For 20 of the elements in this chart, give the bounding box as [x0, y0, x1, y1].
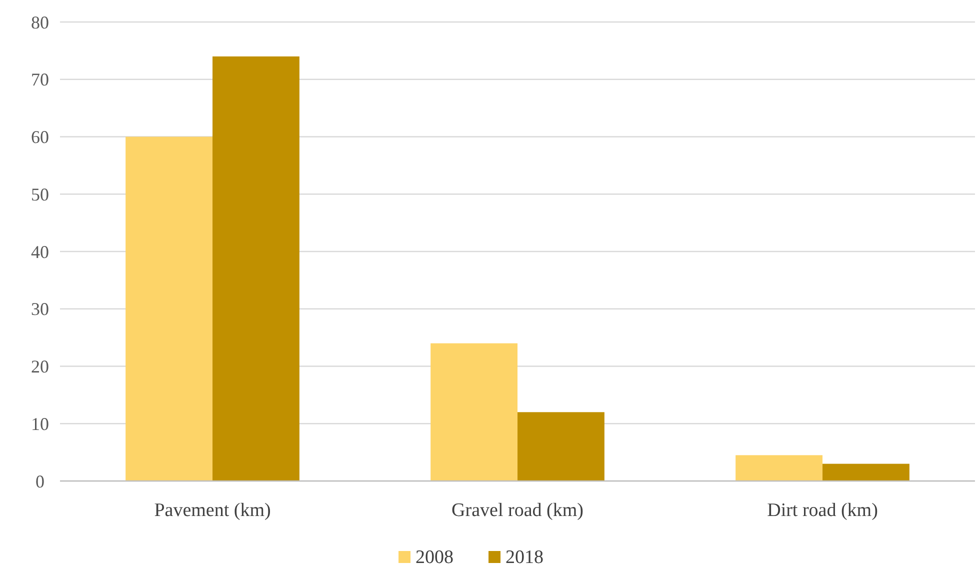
legend-label: 2008 — [416, 547, 454, 568]
bar — [822, 464, 910, 481]
legend-label: 2018 — [506, 547, 544, 568]
y-tick-label: 80 — [31, 12, 49, 32]
bar — [430, 343, 518, 481]
bar — [126, 136, 212, 481]
y-tick-label: 10 — [31, 414, 49, 434]
x-tick-label: Dirt road (km) — [767, 500, 878, 521]
y-tick-label: 50 — [31, 184, 49, 204]
y-tick-label: 40 — [31, 242, 49, 262]
y-tick-label: 70 — [31, 70, 49, 90]
y-tick-label: 30 — [31, 299, 49, 320]
bar — [518, 412, 604, 481]
y-tick-label: 60 — [31, 127, 49, 148]
y-tick-label: 20 — [31, 356, 49, 377]
bar — [212, 56, 300, 481]
y-tick-label: 0 — [36, 471, 44, 492]
x-tick-label: Gravel road (km) — [452, 500, 584, 521]
bar — [736, 455, 822, 481]
x-tick-label: Pavement (km) — [154, 500, 271, 521]
